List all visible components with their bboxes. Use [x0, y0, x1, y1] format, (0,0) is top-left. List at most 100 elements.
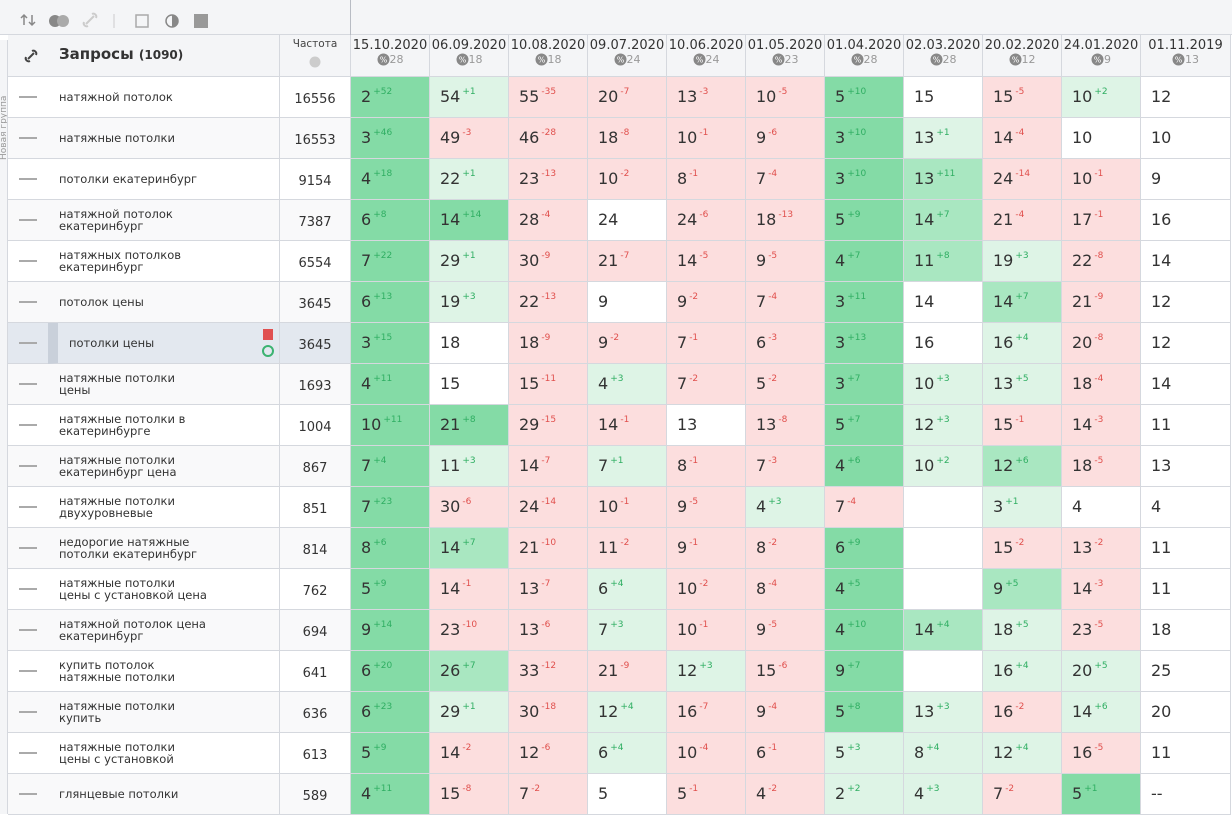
position: 16	[993, 333, 1014, 352]
position: 4	[1072, 497, 1083, 516]
position-cell: 16	[1141, 200, 1231, 241]
change: +1	[462, 251, 476, 261]
frequency-text: 1693	[298, 378, 332, 394]
change: -2	[1005, 784, 1015, 794]
position-cell: 20 -8	[1062, 323, 1141, 364]
position-cell: 8 +4	[904, 733, 983, 774]
date-count: 12	[1021, 53, 1036, 66]
position: 9	[993, 579, 1004, 598]
change: +11	[383, 415, 403, 425]
row-handle	[8, 528, 49, 569]
position: 14	[914, 210, 935, 229]
position: 14	[598, 415, 619, 434]
query-text: натяжных потолков екатеринбург	[59, 248, 182, 274]
position: 7	[835, 497, 846, 516]
position: 14	[1072, 702, 1093, 721]
change: -13	[778, 210, 794, 220]
position: 11	[440, 456, 461, 475]
frequency: 694	[280, 610, 351, 651]
position-cell: 29 +1	[430, 692, 509, 733]
position-cell: 17 -1	[1062, 200, 1141, 241]
change: -8	[778, 415, 788, 425]
row-handle	[8, 692, 49, 733]
row-handle	[8, 118, 49, 159]
position: 5	[835, 87, 846, 106]
change: +9	[847, 210, 861, 220]
position: 18	[519, 333, 540, 352]
change: -13	[541, 292, 557, 302]
position: 12	[677, 661, 698, 680]
position: 3	[835, 292, 846, 311]
change: -9	[541, 251, 551, 261]
change: -8	[1094, 251, 1104, 261]
change: +6	[847, 456, 861, 466]
position-cell: 8 -1	[667, 446, 746, 487]
position: 17	[1072, 210, 1093, 229]
position-cell: 7 +22	[351, 241, 430, 282]
position: 15	[993, 87, 1014, 106]
date: 01.05.2020	[747, 38, 823, 53]
change: -3	[1094, 415, 1104, 425]
change: +10	[847, 87, 867, 97]
position-cell: 11	[1141, 528, 1231, 569]
row-actions[interactable]	[261, 327, 275, 359]
position: 3	[361, 128, 372, 147]
position: 10	[677, 743, 698, 762]
change: -2	[610, 333, 620, 343]
position-cell: 7 -4	[825, 487, 904, 528]
table-icon[interactable]	[135, 14, 149, 28]
position-cell: 3 +1	[983, 487, 1062, 528]
link-icon[interactable]	[82, 12, 98, 28]
position: 12	[993, 456, 1014, 475]
position: 12	[993, 743, 1014, 762]
change: -4	[847, 497, 857, 507]
font-icon[interactable]	[194, 14, 208, 28]
query: натяжные потолки в екатеринбурге	[48, 405, 280, 446]
position-cell: 4 +11	[351, 364, 430, 405]
change: +4	[926, 743, 940, 753]
svg-text:%: %	[1175, 56, 1183, 65]
position-cell: 33 -12	[509, 651, 588, 692]
position-cell: 24 -14	[983, 159, 1062, 200]
change: -1	[768, 743, 778, 753]
change: -4	[768, 169, 778, 179]
query-text: потолок цены	[59, 295, 144, 309]
change: -1	[689, 456, 699, 466]
position: 20	[598, 87, 619, 106]
change: -5	[1094, 743, 1104, 753]
position-cell: 6 +8	[351, 200, 430, 241]
sort-icon[interactable]	[20, 13, 36, 27]
query: недорогие натяжные потолки екатеринбург	[48, 528, 280, 569]
position: 13	[1072, 538, 1093, 557]
position-cell: 16 +4	[983, 323, 1062, 364]
change: +7	[847, 661, 861, 671]
change: -10	[462, 620, 478, 630]
position-cell: 7 +1	[588, 446, 667, 487]
position: 3	[835, 333, 846, 352]
row-handle	[8, 159, 49, 200]
position: 9	[361, 620, 372, 639]
change: +1	[462, 169, 476, 179]
position-cell: 6 +20	[351, 651, 430, 692]
position-cell: 18 -13	[746, 200, 825, 241]
row-handle	[8, 446, 49, 487]
position-cell: 14 -1	[588, 405, 667, 446]
position: 7	[361, 497, 372, 516]
row-handle	[8, 241, 49, 282]
position: 8	[677, 169, 688, 188]
position: 12	[598, 702, 619, 721]
date-header: 10.08.2020% 18	[509, 35, 588, 77]
position-cell: 21 -4	[983, 200, 1062, 241]
position: 5	[756, 374, 767, 393]
position-cell: 30 -18	[509, 692, 588, 733]
svg-text:%: %	[853, 56, 861, 65]
position-cell: 16 -7	[667, 692, 746, 733]
position: 11	[1151, 743, 1172, 762]
position-cell: 14 -3	[1062, 405, 1141, 446]
position: 13	[993, 374, 1014, 393]
position: 4	[835, 251, 846, 270]
change: +4	[1015, 743, 1029, 753]
position: 10	[677, 620, 698, 639]
change: -5	[699, 251, 709, 261]
change: +6	[1094, 702, 1108, 712]
